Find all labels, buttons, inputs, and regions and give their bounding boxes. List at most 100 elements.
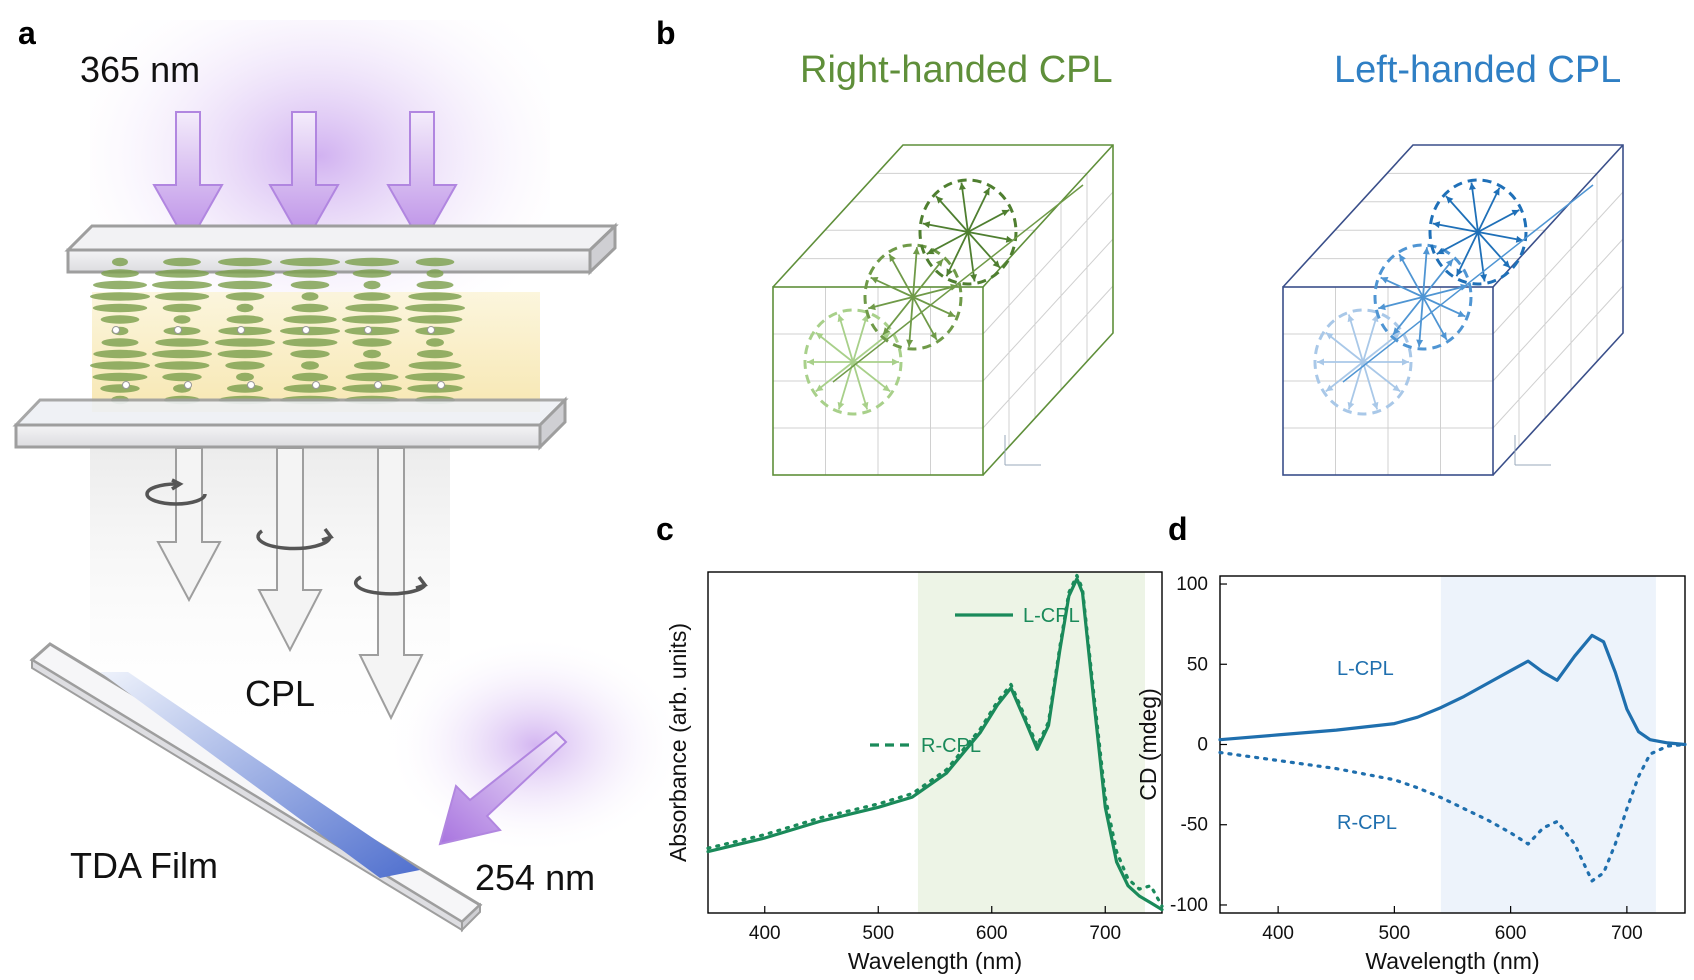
panel-b: b Right-handed CPL Left-handed CPL — [656, 15, 1624, 476]
helix-disk — [162, 303, 202, 313]
field-vector — [1418, 296, 1424, 347]
bottom-glass-edge — [14, 423, 542, 449]
field-vector — [1392, 296, 1424, 336]
helix-disk — [415, 326, 455, 336]
field-vector — [912, 247, 918, 298]
vector-arrowhead-icon — [1515, 235, 1524, 243]
helix-disk — [290, 280, 330, 290]
field-vector — [1422, 284, 1469, 298]
helix-disk — [345, 303, 399, 313]
panel-a: a 365 nm CPL — [12, 15, 685, 933]
propagation-axis — [832, 184, 1084, 383]
helix-disk — [93, 280, 147, 290]
helix-disk — [162, 372, 202, 382]
helix-disk — [90, 361, 150, 370]
field-vector — [815, 331, 854, 363]
series-line-l-cpl — [1218, 633, 1687, 747]
helix-disk — [291, 303, 329, 313]
rotation-arrowhead-icon — [415, 575, 428, 590]
rotation-icon — [256, 529, 332, 551]
field-vector — [815, 361, 854, 393]
field-vector — [922, 222, 969, 233]
field-vector — [1436, 231, 1479, 255]
helix-disk — [226, 384, 264, 393]
rotation-icons — [145, 478, 428, 596]
vector-arrowhead-icon — [892, 358, 899, 366]
vector-arrowhead-icon — [1317, 358, 1324, 366]
helix-disk — [100, 315, 140, 324]
helix-dot — [174, 326, 182, 334]
helix-disk — [344, 326, 400, 336]
grid-line — [982, 285, 1114, 429]
helix-disk — [92, 372, 148, 382]
polarization-circle — [863, 243, 963, 351]
vector-arrowhead-icon — [1399, 254, 1406, 262]
grid-line — [1492, 285, 1624, 429]
field-vector — [912, 258, 944, 298]
down-arrow-icon — [358, 447, 424, 721]
vector-arrowhead-icon — [1347, 401, 1355, 410]
helix-disk — [154, 292, 210, 301]
helix-disk — [353, 361, 391, 370]
box-edge — [982, 144, 1114, 288]
vector-arrowhead-icon — [815, 384, 824, 392]
field-vector — [967, 231, 1014, 242]
y-tick-label: 50 — [1187, 654, 1208, 675]
helix-disk — [92, 303, 148, 313]
vector-arrowhead-icon — [1005, 235, 1014, 243]
field-vector — [1325, 331, 1364, 363]
field-vector — [1347, 314, 1364, 363]
field-vector — [1477, 231, 1511, 269]
bottom-glass-plate — [12, 398, 569, 427]
polarization-circle — [803, 308, 903, 416]
vector-arrowhead-icon — [1445, 259, 1454, 267]
helix-disk — [226, 315, 264, 324]
vector-arrowhead-icon — [1457, 310, 1466, 317]
vector-arrowhead-icon — [983, 187, 990, 196]
vector-arrowhead-icon — [1436, 247, 1445, 255]
down-arrow-icon — [156, 447, 222, 603]
field-vector — [1347, 361, 1364, 410]
x-axis-label: Wavelength (nm) — [1365, 948, 1539, 974]
vector-arrowhead-icon — [1325, 384, 1334, 392]
vector-arrowhead-icon — [958, 182, 966, 190]
vector-arrowhead-icon — [1347, 314, 1355, 323]
rotation-arrowhead-icon — [171, 478, 184, 491]
bottom-glass-side — [538, 396, 567, 451]
field-vector — [908, 296, 914, 347]
plot-frame — [707, 571, 1163, 914]
field-vector — [1422, 247, 1428, 298]
vector-arrowhead-icon — [815, 332, 824, 340]
y-tick-label: 0 — [1197, 735, 1208, 756]
helix-disk — [407, 384, 463, 393]
field-vector — [1325, 361, 1364, 393]
uv-arrow-icon — [438, 730, 568, 846]
x-tick-label: 500 — [1379, 923, 1411, 944]
x-tick-label: 700 — [1089, 923, 1121, 944]
helix-disk — [112, 257, 128, 267]
x-tick-label: 600 — [1495, 923, 1527, 944]
helix-dot — [437, 381, 445, 389]
field-vector — [837, 361, 854, 410]
helix-disk — [282, 269, 338, 278]
field-vector — [935, 195, 969, 233]
x-axis-label: Wavelength (nm) — [848, 948, 1022, 974]
highlight-region — [917, 572, 1145, 913]
vector-arrowhead-icon — [1392, 384, 1401, 392]
helix-disk — [152, 349, 212, 359]
field-vector — [960, 182, 969, 233]
vector-arrowhead-icon — [946, 268, 953, 277]
field-vector — [912, 296, 938, 341]
field-vector — [1362, 314, 1379, 363]
field-vector — [852, 361, 891, 393]
vector-arrowhead-icon — [1432, 221, 1441, 229]
helix-disk — [291, 372, 329, 382]
helix-dot — [302, 326, 310, 334]
field-vector — [1380, 276, 1424, 298]
vector-arrowhead-icon — [935, 196, 944, 204]
helix-dot — [427, 326, 435, 334]
panel-d-letter: d — [1168, 511, 1188, 547]
field-vector — [1432, 222, 1479, 233]
helix-disk — [155, 269, 209, 278]
series-annotation: L-CPL — [1337, 658, 1394, 680]
